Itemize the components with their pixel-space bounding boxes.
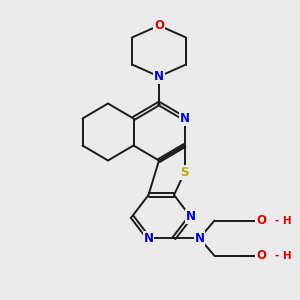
Text: O: O [256,249,266,262]
Text: N: N [185,210,196,223]
Text: N: N [194,232,205,245]
Text: S: S [180,166,189,179]
Text: N: N [143,232,154,245]
Text: O: O [256,214,266,227]
Text: - H: - H [275,251,292,261]
Text: - H: - H [275,215,292,226]
Text: N: N [179,112,190,125]
Text: N: N [154,70,164,83]
Text: O: O [154,19,164,32]
